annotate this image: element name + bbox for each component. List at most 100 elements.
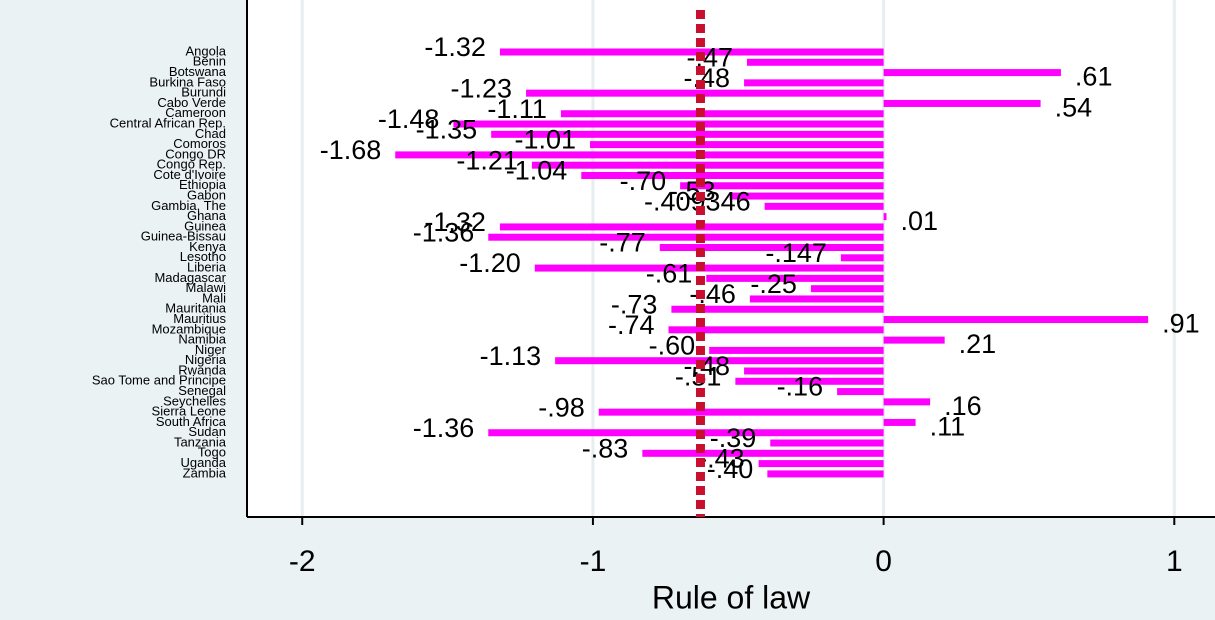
bar [488,233,884,241]
bar [744,367,884,375]
bar [767,470,884,478]
category-label: Chad [195,126,226,141]
bar [764,202,884,210]
x-tick-label: 1 [1166,545,1183,578]
value-label: -.48 [684,63,731,93]
category-label: Benin [193,54,226,69]
bar [883,398,931,406]
bar [642,449,884,457]
category-label: Gambia, The [151,198,226,213]
category-label: Comoros [173,136,226,151]
bars [395,48,1149,478]
bar [883,336,945,344]
category-label: Madagascar [154,270,226,285]
value-label: -.39 [710,423,757,453]
value-label: -.25 [750,269,797,299]
x-tick-label: -2 [289,545,316,578]
bar [671,305,884,313]
value-label: -1.32 [424,32,486,62]
value-label: .54 [1055,93,1093,123]
value-label: -1.20 [459,248,521,278]
bar [534,264,884,272]
bar [770,439,884,447]
value-label: .21 [959,329,997,359]
value-label: -.98 [538,392,585,422]
value-label: -1.04 [506,156,568,186]
bar [668,326,884,334]
category-label: Tanzania [174,434,227,449]
bar [659,244,884,252]
bar [744,79,884,87]
category-label: Cote d'Ivoire [153,167,226,182]
value-label: -1.36 [413,217,475,247]
category-label: Rwanda [178,362,226,377]
value-label: -.60 [649,331,696,361]
value-label: -1.21 [456,145,518,175]
value-label: -1.13 [480,341,542,371]
value-label: -.53 [669,176,716,206]
category-label: Ghana [187,208,227,223]
x-axis-title: Rule of law [652,579,811,615]
bar [758,460,884,468]
value-label: -.77 [599,228,646,258]
bar [840,254,884,262]
bar [590,141,884,149]
bar [883,99,1041,107]
value-label: .11 [930,412,966,442]
bar [680,182,884,190]
category-label: Ethiopia [179,177,227,192]
value-label: -1.35 [416,114,478,144]
category-label: Sierra Leone [152,404,226,419]
category-label: Kenya [189,239,227,254]
x-tick-label: 0 [875,545,892,578]
bar [453,120,884,128]
category-label: Angola [186,43,227,58]
bar [837,388,884,396]
category-label: Seychelles [163,393,226,408]
value-label: -.47 [686,42,733,72]
value-label: -.70 [620,166,667,196]
category-label: Guinea [184,218,227,233]
value-label: -.16 [777,372,824,402]
value-label: .91 [1162,309,1200,339]
bar [598,408,884,416]
category-label: Uganda [180,455,226,470]
category-label: Mauritania [165,301,226,316]
value-label: -1.68 [320,135,382,165]
category-label: Botswana [169,64,227,79]
value-label: -1.48 [378,104,440,134]
bar [560,110,884,118]
value-label: -.147 [765,238,827,268]
category-label: Cameroon [165,105,226,120]
category-label: Congo Rep. [157,157,226,172]
value-label: -1.32 [424,207,486,237]
category-label: Guinea-Bissau [141,229,226,244]
bar [746,58,884,66]
category-label: Cabo Verde [157,95,226,110]
bar [709,346,884,354]
value-label: -.74 [608,310,655,340]
bar [749,295,884,303]
bar [581,171,884,179]
category-label: Namibia [178,332,226,347]
bar [555,357,884,365]
category-label: Mozambique [152,321,226,336]
category-label: Mali [202,290,226,305]
category-label: Burundi [181,85,226,100]
bar [883,316,1149,324]
bar [499,223,884,231]
bar [488,429,884,437]
value-label: -1.36 [413,413,475,443]
category-label: South Africa [156,414,227,429]
bar [883,69,1061,77]
bar [395,151,884,159]
category-label: Zambia [183,465,227,480]
category-label: Central African Rep. [110,115,226,130]
bar [531,161,884,169]
category-label: Niger [195,342,227,357]
value-label: .16 [944,391,982,421]
bar [883,418,916,426]
category-label: Togo [198,445,226,460]
